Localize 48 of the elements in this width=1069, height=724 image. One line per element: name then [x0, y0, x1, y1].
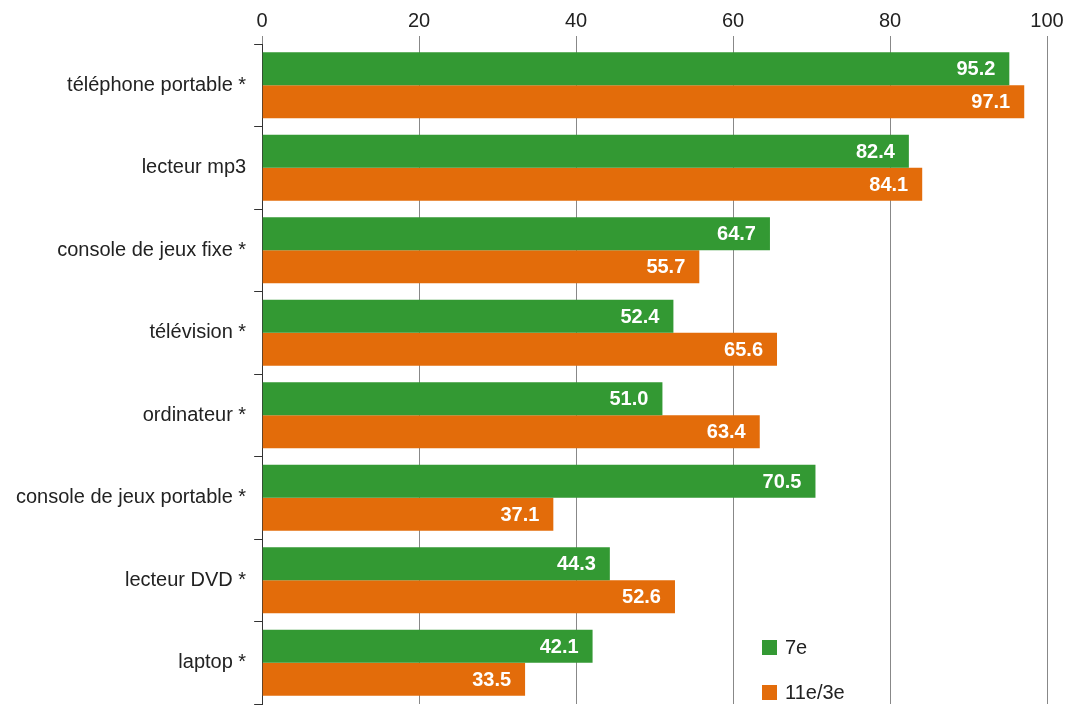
y-tick-label: téléphone portable *	[67, 72, 247, 95]
data-label: 84.1	[869, 172, 909, 195]
y-tick-label: lecteur mp3	[141, 155, 247, 178]
bar	[262, 382, 663, 416]
data-label: 64.7	[717, 222, 756, 245]
bar	[262, 167, 923, 201]
x-tick-label: 60	[721, 8, 745, 31]
y-tick-label: console de jeux portable *	[16, 485, 247, 508]
data-label: 44.3	[556, 552, 596, 575]
x-tick-label: 20	[408, 8, 431, 31]
y-tick-label: console de jeux fixe *	[57, 237, 247, 260]
data-label: 33.5	[472, 667, 512, 690]
bar	[262, 332, 778, 366]
y-tick-label: ordinateur *	[142, 402, 247, 425]
bar	[262, 629, 593, 663]
y-tick-label: télévision *	[149, 320, 247, 343]
bar	[262, 134, 909, 168]
data-label: 97.1	[971, 90, 1011, 113]
data-label: 42.1	[539, 634, 579, 657]
bar	[262, 464, 816, 498]
bar	[262, 217, 770, 251]
x-tick-label: 100	[1030, 8, 1064, 31]
bar	[262, 52, 1010, 86]
x-tick-label: 40	[564, 8, 588, 31]
data-label: 95.2	[956, 57, 996, 80]
y-tick-label: laptop *	[178, 650, 247, 673]
data-label: 65.6	[724, 337, 764, 360]
legend-label: 11e/3e	[785, 681, 845, 704]
data-label: 82.4	[855, 139, 896, 162]
data-label: 51.0	[609, 387, 649, 410]
x-tick-label: 80	[878, 8, 902, 31]
bar	[262, 662, 526, 696]
data-label: 52.4	[620, 304, 661, 327]
data-label: 63.4	[706, 420, 747, 443]
data-label: 70.5	[762, 469, 802, 492]
bar	[262, 497, 554, 531]
bar	[262, 580, 675, 614]
data-label: 37.1	[500, 502, 540, 525]
bar	[262, 299, 674, 333]
bar	[262, 547, 610, 581]
legend-label: 7e	[785, 636, 808, 659]
bar	[262, 250, 700, 284]
bar	[262, 85, 1025, 119]
bar	[262, 415, 760, 449]
y-tick-label: lecteur DVD *	[125, 567, 247, 590]
x-tick-label: 0	[256, 8, 268, 31]
data-label: 55.7	[646, 255, 686, 278]
data-label: 52.6	[622, 585, 661, 608]
